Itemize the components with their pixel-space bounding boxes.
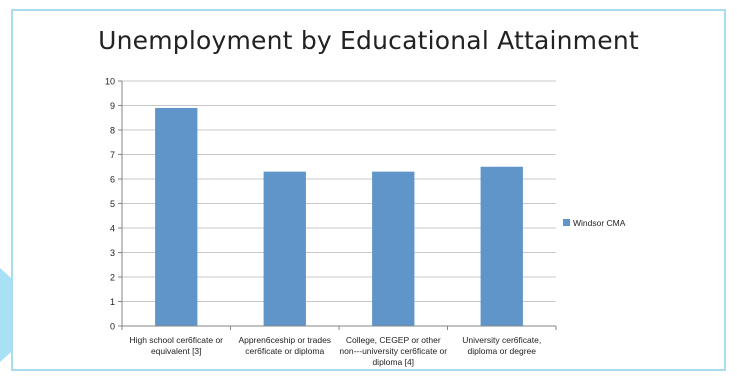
chart-frame bbox=[11, 9, 726, 371]
x-category-label-line: High school cer6ficate or bbox=[129, 335, 223, 345]
x-category-labels: High school cer6ficate or equivalent [3] A… bbox=[129, 335, 541, 367]
y-tick-label: 3 bbox=[110, 248, 115, 258]
x-category-label-line: diploma [4] bbox=[372, 357, 414, 367]
x-category-label: High school cer6ficate or equivalent [3] bbox=[129, 335, 223, 356]
chart-title: Unemployment by Educational Attainment bbox=[98, 26, 639, 55]
y-tick-label: 2 bbox=[110, 273, 115, 283]
x-category-label-line: Appren6ceship or trades bbox=[238, 335, 331, 345]
bars bbox=[155, 107, 523, 326]
bar bbox=[480, 166, 523, 326]
legend-label: Windsor CMA bbox=[573, 218, 626, 228]
y-tick-label: 9 bbox=[110, 101, 115, 111]
x-category-label-line: diploma or degree bbox=[467, 346, 536, 356]
x-category-label-line: non---university cer6ficate or bbox=[339, 346, 447, 356]
x-category-label: Appren6ceship or trades cer6ficate or dip… bbox=[238, 335, 331, 356]
y-tick-label: 7 bbox=[110, 150, 115, 160]
x-category-label: College, CEGEP or other non---university … bbox=[339, 335, 447, 367]
x-category-label-line: University cer6ficate, bbox=[462, 335, 541, 345]
y-tick-label: 6 bbox=[110, 175, 115, 185]
bar bbox=[372, 171, 415, 326]
y-tick-label: 0 bbox=[110, 322, 115, 332]
y-tick-label: 4 bbox=[110, 224, 115, 234]
y-tick-label: 5 bbox=[110, 199, 115, 209]
x-category-label-line: College, CEGEP or other bbox=[346, 335, 441, 345]
legend: Windsor CMA bbox=[563, 218, 626, 228]
bar bbox=[155, 107, 198, 326]
bar bbox=[263, 171, 306, 326]
x-category-label-line: equivalent [3] bbox=[151, 346, 202, 356]
x-category-label: University cer6ficate, diploma or degree bbox=[462, 335, 541, 356]
y-tick-label: 8 bbox=[110, 126, 115, 136]
legend-swatch bbox=[563, 219, 570, 226]
x-category-label-line: cer6ficate or diploma bbox=[245, 346, 324, 356]
y-tick-label: 1 bbox=[110, 297, 115, 307]
y-tick-label: 10 bbox=[105, 77, 115, 87]
axes bbox=[118, 80, 557, 330]
y-tick-labels: 0 1 2 3 4 5 6 7 8 9 10 bbox=[105, 77, 115, 332]
